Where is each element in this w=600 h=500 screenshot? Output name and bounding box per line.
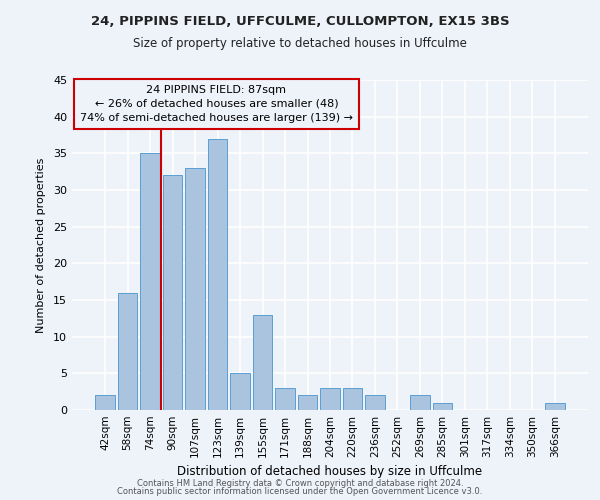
Text: 24, PIPPINS FIELD, UFFCULME, CULLOMPTON, EX15 3BS: 24, PIPPINS FIELD, UFFCULME, CULLOMPTON,… [91, 15, 509, 28]
Bar [140, 154, 160, 410]
Bar [163, 176, 182, 410]
Bar [410, 396, 430, 410]
Text: 24 PIPPINS FIELD: 87sqm
← 26% of detached houses are smaller (48)
74% of semi-de: 24 PIPPINS FIELD: 87sqm ← 26% of detache… [80, 85, 353, 123]
Bar [95, 396, 115, 410]
Text: Contains HM Land Registry data © Crown copyright and database right 2024.: Contains HM Land Registry data © Crown c… [137, 478, 463, 488]
Bar [185, 168, 205, 410]
X-axis label: Distribution of detached houses by size in Uffculme: Distribution of detached houses by size … [178, 466, 482, 478]
Text: Size of property relative to detached houses in Uffculme: Size of property relative to detached ho… [133, 38, 467, 51]
Bar [320, 388, 340, 410]
Bar [118, 292, 137, 410]
Bar [365, 396, 385, 410]
Bar [433, 402, 452, 410]
Bar [275, 388, 295, 410]
Y-axis label: Number of detached properties: Number of detached properties [36, 158, 46, 332]
Bar [253, 314, 272, 410]
Bar [545, 402, 565, 410]
Bar [298, 396, 317, 410]
Bar [343, 388, 362, 410]
Bar [230, 374, 250, 410]
Text: Contains public sector information licensed under the Open Government Licence v3: Contains public sector information licen… [118, 487, 482, 496]
Bar [208, 138, 227, 410]
